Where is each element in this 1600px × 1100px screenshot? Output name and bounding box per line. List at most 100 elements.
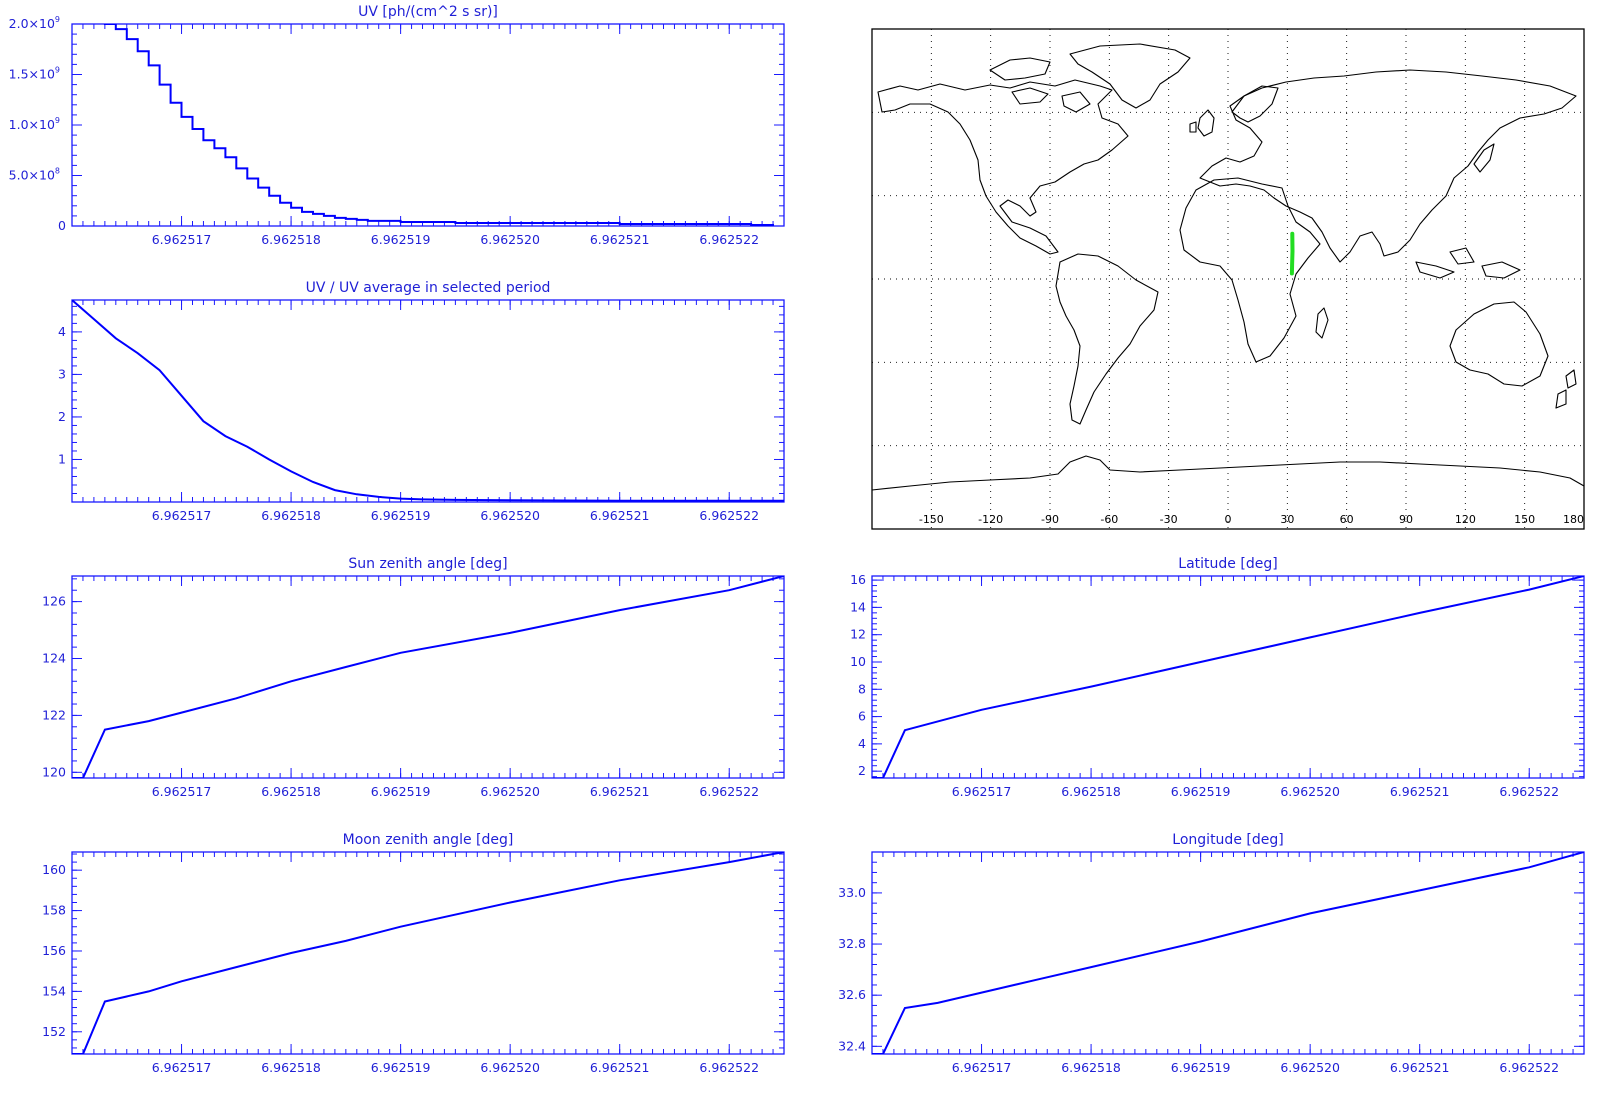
y-tick-exponent: 8 — [55, 167, 60, 176]
y-tick-label: 1.5×109 — [9, 66, 60, 82]
x-tick-label: 6.962517 — [952, 1060, 1012, 1075]
map-lon-label: -90 — [1041, 513, 1059, 526]
y-tick-mantissa: 32.4 — [838, 1038, 866, 1053]
map-lon-label: 180 — [1563, 513, 1584, 526]
x-tick-label: 6.962521 — [590, 508, 650, 523]
y-tick-label: 10 — [850, 654, 866, 669]
chart-title: Longitude [deg] — [1172, 832, 1283, 848]
x-tick-label: 6.962517 — [952, 784, 1012, 799]
x-tick-label: 6.962519 — [1171, 1060, 1231, 1075]
map-lon-label: 90 — [1399, 513, 1413, 526]
y-tick-mantissa: 12 — [850, 627, 866, 642]
series-line — [72, 852, 784, 1054]
y-axis: 1 2 3 4 — [58, 305, 784, 503]
y-tick-mantissa: 126 — [42, 594, 66, 609]
y-tick-mantissa: 152 — [42, 1024, 66, 1039]
x-tick-label: 6.962522 — [699, 232, 759, 247]
x-axis: 6.962517 6.962518 6.962519 6.962520 6.962521… — [71, 852, 785, 1075]
map-lon-label: -60 — [1100, 513, 1118, 526]
map-lon-label: 60 — [1340, 513, 1354, 526]
x-tick-label: 6.962519 — [371, 1060, 431, 1075]
x-tick-label: 6.962520 — [480, 784, 540, 799]
x-tick-label: 6.962518 — [261, 784, 321, 799]
y-axis: 120 122 124 126 — [42, 578, 784, 779]
map-lon-label: 30 — [1280, 513, 1294, 526]
coast-south-america — [1055, 253, 1159, 425]
x-tick-label: 6.962519 — [371, 784, 431, 799]
y-tick-mantissa: 124 — [42, 651, 66, 666]
y-tick-mantissa: 14 — [850, 599, 866, 614]
x-axis: 6.962517 6.962518 6.962519 6.962520 6.962521… — [871, 576, 1585, 799]
x-tick-label: 6.962518 — [1061, 1060, 1121, 1075]
y-tick-label: 152 — [42, 1024, 66, 1039]
x-tick-label: 6.962518 — [261, 508, 321, 523]
y-tick-mantissa: 32.6 — [838, 987, 866, 1002]
x-tick-label: 6.962521 — [590, 784, 650, 799]
map-lon-label: -150 — [919, 513, 944, 526]
plot-frame — [71, 299, 785, 503]
chart-longitude: Longitude [deg]6.962517 6.962518 6.962519 6… — [838, 832, 1585, 1075]
y-tick-mantissa: 156 — [42, 943, 66, 958]
x-axis: 6.962517 6.962518 6.962519 6.962520 6.962521… — [71, 300, 785, 523]
series-line — [872, 576, 1584, 778]
y-tick-label: 6 — [858, 709, 866, 724]
y-tick-mantissa: 154 — [42, 983, 66, 998]
y-tick-label: 4 — [58, 324, 66, 339]
y-tick-mantissa: 5.0×10 — [9, 168, 55, 183]
coast-arctic-islands — [989, 57, 1091, 113]
coast-indonesia — [1415, 247, 1521, 279]
map-lon-label: 0 — [1225, 513, 1232, 526]
y-tick-label: 3 — [58, 366, 66, 381]
y-tick-mantissa: 6 — [858, 709, 866, 724]
coast-new-zealand — [1555, 369, 1577, 409]
x-axis: 6.962517 6.962518 6.962519 6.962520 6.962521… — [871, 852, 1585, 1075]
y-tick-label: 0 — [58, 218, 66, 233]
y-tick-label: 12 — [850, 627, 866, 642]
coast-british-isles — [1189, 109, 1215, 137]
chart-title: UV / UV average in selected period — [306, 280, 551, 296]
coast-eurasia — [1199, 69, 1577, 263]
chart-uv-ratio: UV / UV average in selected period 6.9625… — [58, 280, 785, 523]
coast-antarctica — [871, 455, 1585, 491]
coast-japan — [1473, 143, 1495, 173]
orbit-track — [1289, 231, 1295, 276]
y-tick-mantissa: 158 — [42, 903, 66, 918]
x-tick-label: 6.962522 — [1499, 784, 1559, 799]
x-tick-label: 6.962521 — [1390, 784, 1450, 799]
y-tick-exponent: 9 — [55, 66, 60, 75]
y-tick-label: 156 — [42, 943, 66, 958]
coast-africa — [1179, 177, 1321, 363]
y-tick-exponent: 9 — [55, 15, 60, 24]
y-tick-mantissa: 1 — [58, 451, 66, 466]
x-tick-label: 6.962522 — [699, 1060, 759, 1075]
x-tick-label: 6.962520 — [480, 508, 540, 523]
y-tick-label: 33.0 — [838, 885, 866, 900]
x-tick-label: 6.962517 — [152, 1060, 212, 1075]
chart-title: UV [ph/(cm^2 s sr)] — [358, 4, 498, 20]
y-tick-label: 16 — [850, 572, 866, 587]
x-tick-label: 6.962520 — [480, 1060, 540, 1075]
y-tick-mantissa: 1.5×10 — [9, 67, 55, 82]
y-tick-mantissa: 10 — [850, 654, 866, 669]
series-line — [72, 576, 784, 778]
x-tick-label: 6.962518 — [261, 1060, 321, 1075]
chart-sun-zenith: Sun zenith angle [deg]6.962517 6.962518 6.… — [42, 556, 785, 799]
x-tick-label: 6.962519 — [1171, 784, 1231, 799]
x-tick-label: 6.962517 — [152, 784, 212, 799]
x-tick-label: 6.962517 — [152, 232, 212, 247]
coast-north-america — [877, 79, 1129, 255]
y-tick-mantissa: 2.0×10 — [9, 16, 55, 31]
x-tick-label: 6.962519 — [371, 508, 431, 523]
y-tick-mantissa: 2 — [58, 409, 66, 424]
y-axis: 152 154 156 158 160 — [42, 853, 784, 1049]
chart-title: Moon zenith angle [deg] — [343, 832, 514, 848]
y-tick-mantissa: 8 — [858, 681, 866, 696]
x-tick-label: 6.962521 — [590, 232, 650, 247]
x-tick-label: 6.962522 — [699, 508, 759, 523]
y-tick-label: 4 — [858, 736, 866, 751]
y-axis: 2 4 6 8 10 12 14 16 — [850, 572, 1584, 778]
y-tick-mantissa: 33.0 — [838, 885, 866, 900]
coastlines — [871, 43, 1585, 491]
coast-greenland — [1069, 43, 1191, 109]
